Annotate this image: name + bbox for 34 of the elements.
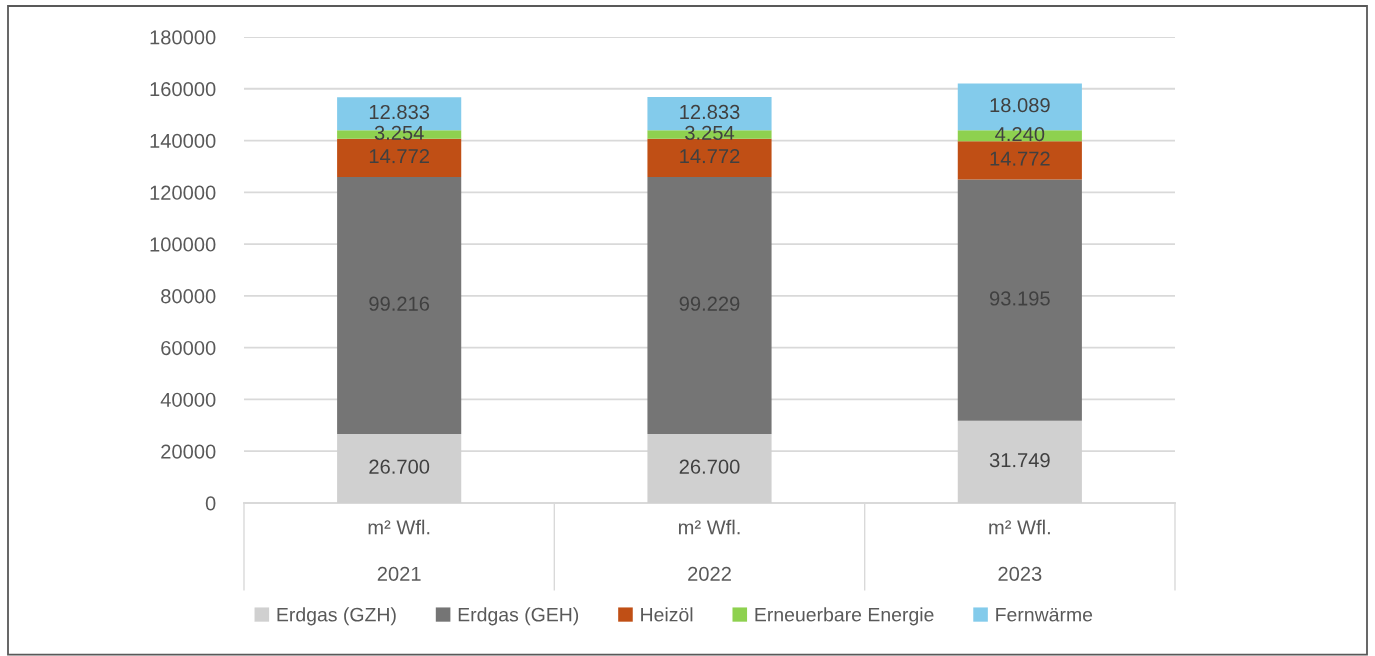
data-label: 26.700 bbox=[369, 459, 430, 474]
y-tick-label: 180000 bbox=[150, 30, 216, 45]
data-label: 26.700 bbox=[679, 459, 740, 474]
data-label: 14.772 bbox=[990, 151, 1050, 166]
legend-label: Erdgas (GZH) bbox=[277, 607, 396, 626]
data-label: 31.749 bbox=[989, 453, 1050, 468]
data-label: 4.240 bbox=[995, 126, 1045, 142]
category-label: m² Wfl. 2023 bbox=[989, 519, 1050, 581]
bar bbox=[647, 138, 772, 177]
data-label: 12.833 bbox=[369, 104, 430, 120]
legend-label: Fernwärme bbox=[996, 607, 1093, 622]
y-tick-label: 160000 bbox=[150, 82, 216, 97]
legend-label: Heizöl bbox=[641, 607, 693, 622]
legend-label: Erneuerbare Energie bbox=[755, 607, 934, 626]
data-label: 12.833 bbox=[680, 104, 740, 120]
data-label: 18.089 bbox=[990, 98, 1050, 113]
category-label: m² Wfl. 2021 bbox=[368, 519, 430, 581]
legend-label: Erdgas (GEH) bbox=[458, 607, 579, 626]
y-tick-label: 100000 bbox=[150, 237, 216, 252]
y-tick-label: 80000 bbox=[161, 289, 216, 304]
bar bbox=[957, 141, 1082, 180]
bar bbox=[957, 179, 1082, 421]
bar bbox=[647, 176, 772, 434]
y-tick-label: 40000 bbox=[160, 392, 216, 407]
data-label: 14.772 bbox=[369, 149, 429, 164]
bar bbox=[337, 177, 462, 434]
data-label: 14.772 bbox=[680, 149, 740, 164]
y-tick-label: 0 bbox=[205, 496, 216, 511]
y-tick-label: 20000 bbox=[161, 444, 216, 459]
y-tick-label: 120000 bbox=[150, 185, 216, 200]
bar bbox=[337, 138, 462, 178]
category-label: m² Wfl. 2022 bbox=[678, 519, 740, 581]
y-tick-label: 140000 bbox=[150, 133, 216, 149]
y-tick-label: 60000 bbox=[161, 340, 216, 356]
